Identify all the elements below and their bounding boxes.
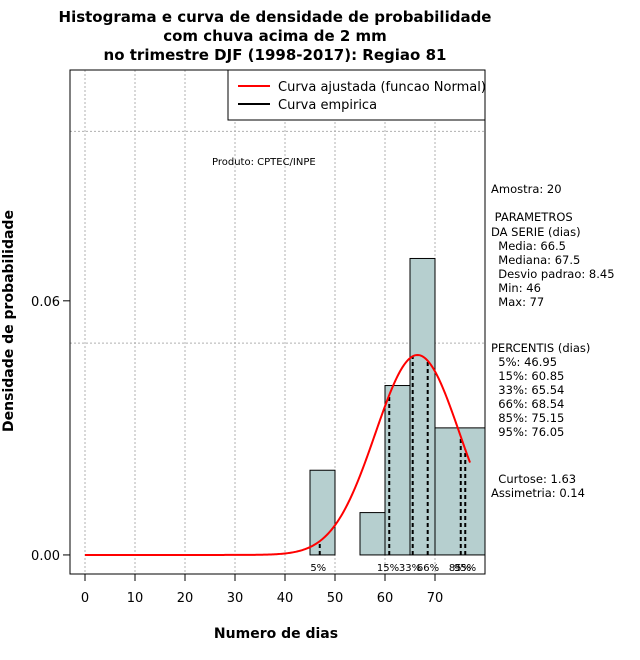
- x-axis: 0 10 20 30 40 50 60 70: [81, 573, 444, 606]
- x-tick-label-1: 10: [127, 591, 144, 606]
- histogram-bars: [309, 257, 486, 556]
- chart-title-line-1: Histograma e curva de densidade de proba…: [59, 8, 492, 26]
- histogram-bar-2: [359, 512, 386, 556]
- x-tick-label-4: 40: [277, 591, 294, 606]
- stat-p15: 15%: 60.85: [491, 369, 564, 383]
- legend-label-empirical: Curva empirica: [278, 98, 377, 113]
- stat-p66: 66%: 68.54: [491, 397, 564, 411]
- stat-sd: Desvio padrao: 8.45: [491, 267, 615, 281]
- percentile-label-0: 5%: [310, 563, 326, 574]
- legend-label-normal: Curva ajustada (funcao Normal): [278, 80, 486, 95]
- x-tick-label-7: 70: [427, 591, 444, 606]
- stat-params-heading: PARAMETROS: [491, 210, 573, 224]
- percentile-label-4: 85%: [449, 563, 471, 574]
- histogram-bar-0: [309, 469, 336, 556]
- y-axis: 0.00 0.06: [31, 295, 71, 564]
- percentile-labels: 5% 15% 33%66% 85%95%: [310, 563, 476, 574]
- stat-kurtosis: Curtose: 1.63: [491, 472, 576, 486]
- stat-skewness: Assimetria: 0.14: [491, 486, 585, 500]
- stat-mean: Media: 66.5: [491, 239, 566, 253]
- percentile-label-2: 33%: [399, 563, 421, 574]
- stat-params-heading-2: DA SERIE (dias): [491, 225, 581, 239]
- stat-p95: 95%: 76.05: [491, 425, 564, 439]
- chart-title-line-3: no trimestre DJF (1998-2017): Regiao 81: [104, 46, 447, 64]
- percentile-label-5: 95%: [454, 563, 476, 574]
- histogram-bar-4: [409, 257, 436, 556]
- x-tick-label-0: 0: [81, 591, 89, 606]
- stat-p5: 5%: 46.95: [491, 355, 557, 369]
- stat-median: Mediana: 67.5: [491, 253, 580, 267]
- x-axis-title: Numero de dias: [214, 626, 338, 642]
- legend-box: [227, 69, 486, 121]
- normal-curve: [85, 353, 471, 556]
- stat-percentis-heading: PERCENTIS (dias): [491, 341, 590, 355]
- percentile-label-1: 15%: [377, 563, 399, 574]
- percentile-label-3: 66%: [417, 563, 439, 574]
- chart-title-line-2: com chuva acima de 2 mm: [163, 27, 387, 45]
- stat-max: Max: 77: [491, 295, 544, 309]
- x-tick-label-2: 20: [177, 591, 194, 606]
- stat-p33: 33%: 65.54: [491, 383, 564, 397]
- percentile-lines: [318, 356, 467, 555]
- stat-sample: Amostra: 20: [491, 182, 562, 196]
- y-tick-label-0: 0.00: [31, 549, 60, 564]
- x-tick-label-3: 30: [227, 591, 244, 606]
- series-statistics: Amostra: 20 PARAMETROS DA SERIE (dias) M…: [491, 182, 615, 500]
- y-axis-title: Densidade de probabilidade: [1, 210, 17, 432]
- x-tick-label-6: 60: [377, 591, 394, 606]
- stat-min: Min: 46: [491, 281, 541, 295]
- x-tick-label-5: 50: [327, 591, 344, 606]
- stat-p85: 85%: 75.15: [491, 411, 564, 425]
- legend: Curva ajustada (funcao Normal) Curva emp…: [227, 69, 486, 121]
- source-text: Produto: CPTEC/INPE: [212, 157, 316, 168]
- y-tick-label-1: 0.06: [31, 295, 60, 310]
